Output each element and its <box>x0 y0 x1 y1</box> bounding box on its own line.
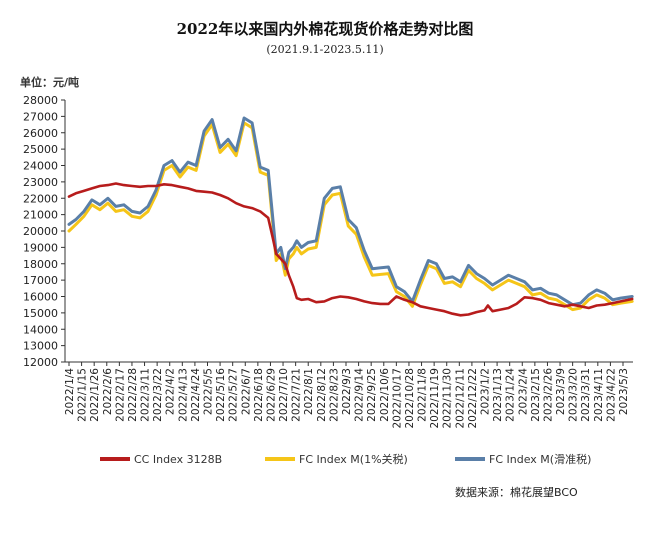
series-line-1 <box>67 121 634 312</box>
x-tick-label: 2023/3/31 <box>580 368 592 422</box>
plot-area: 12000 13000 14000 15000 16000 17000 18000 19000… <box>23 94 634 429</box>
x-tick-label: 2022/11/19 <box>429 368 441 429</box>
x-tick-label: 2022/7/21 <box>291 368 303 422</box>
chart-title: 2022年以来国内外棉花现货价格走势对比图 <box>177 20 474 38</box>
legend-label-2: FC Index M(滑准税) <box>489 452 591 466</box>
x-tick-label: 2023/5/3 <box>618 368 630 415</box>
x-tick-label: 2022/10/28 <box>404 368 416 429</box>
chart-legend: CC Index 3128B FC Index M(1%关税) FC Index M… <box>100 452 591 466</box>
y-tick-label: 22000 <box>23 192 58 205</box>
y-tick-label: 19000 <box>23 241 58 254</box>
y-tick-label: 24000 <box>23 160 58 173</box>
x-tick-label: 2023/4/22 <box>605 368 617 422</box>
y-tick-label: 27000 <box>23 110 58 123</box>
x-tick-label: 2022/1/4 <box>64 368 76 415</box>
series-line-0 <box>67 182 634 317</box>
x-tick-label: 2022/4/2 <box>165 368 177 415</box>
legend-label-1: FC Index M(1%关税) <box>299 452 408 466</box>
x-tick-label: 2022/2/17 <box>114 368 126 422</box>
y-tick-label: 21000 <box>23 209 58 222</box>
x-tick-label: 2023/1/2 <box>480 368 492 415</box>
y-tick-label: 13000 <box>23 340 58 353</box>
x-tick-label: 2023/1/24 <box>505 368 517 422</box>
x-tick-label: 2022/9/14 <box>354 368 366 422</box>
x-tick-label: 2022/1/26 <box>89 368 101 422</box>
y-tick-label: 25000 <box>23 143 58 156</box>
y-tick-label: 17000 <box>23 274 58 287</box>
x-tick-label: 2022/9/3 <box>341 368 353 415</box>
series-line-2 <box>67 116 634 307</box>
x-tick-label: 2022/7/10 <box>278 368 290 422</box>
x-tick-label: 2022/3/22 <box>152 368 164 422</box>
x-tick-label: 2023/2/4 <box>517 368 529 415</box>
x-tick-label: 2022/5/27 <box>228 368 240 422</box>
x-tick-label: 2022/5/5 <box>203 368 215 415</box>
chart-subtitle: (2021.9.1-2023.5.11) <box>266 43 383 56</box>
y-axis-unit-label: 单位：元/吨 <box>20 75 79 89</box>
y-tick-label: 26000 <box>23 127 58 140</box>
x-tick-label: 2023/4/11 <box>593 368 605 422</box>
x-tick-label: 2022/11/8 <box>417 368 429 422</box>
x-tick-label: 2022/4/13 <box>177 368 189 422</box>
x-tick-label: 2023/3/20 <box>568 368 580 422</box>
x-tick-label: 2022/2/6 <box>102 368 114 415</box>
x-tick-label: 2022/11/30 <box>442 368 454 429</box>
x-tick-label: 2022/2/28 <box>127 368 139 422</box>
x-tick-label: 2022/3/11 <box>140 368 152 422</box>
y-ticks: 12000 13000 14000 15000 16000 17000 18000 19000… <box>23 94 65 369</box>
x-tick-label: 2022/8/1 <box>303 368 315 415</box>
x-tick-label: 2022/12/11 <box>454 368 466 429</box>
x-tick-label: 2022/4/24 <box>190 368 202 422</box>
x-tick-label: 2022/5/16 <box>215 368 227 422</box>
x-tick-label: 2022/6/29 <box>265 368 277 422</box>
y-tick-label: 15000 <box>23 307 58 320</box>
x-tick-label: 2023/2/26 <box>542 368 554 422</box>
y-tick-label: 23000 <box>23 176 58 189</box>
x-tick-label: 2022/8/12 <box>316 368 328 422</box>
y-tick-label: 20000 <box>23 225 58 238</box>
legend-label-0: CC Index 3128B <box>134 453 222 466</box>
x-tick-label: 2022/10/6 <box>379 368 391 422</box>
data-source-note: 数据来源：棉花展望BCO <box>455 485 578 499</box>
x-tick-label: 2022/9/25 <box>366 368 378 422</box>
x-tick-label: 2022/6/18 <box>253 368 265 422</box>
x-tick-label: 2022/12/22 <box>467 368 479 429</box>
x-tick-label: 2022/8/23 <box>328 368 340 422</box>
x-tick-label: 2023/2/15 <box>530 368 542 422</box>
x-tick-label: 2023/3/9 <box>555 368 567 415</box>
y-tick-label: 18000 <box>23 258 58 271</box>
y-tick-label: 12000 <box>23 356 58 369</box>
series-lines <box>67 116 634 317</box>
x-tick-label: 2022/10/17 <box>391 368 403 429</box>
y-tick-label: 28000 <box>23 94 58 107</box>
y-tick-label: 16000 <box>23 291 58 304</box>
x-tick-label: 2023/1/13 <box>492 368 504 422</box>
x-tick-label: 2022/1/15 <box>77 368 89 422</box>
x-ticks: 2022/1/4 2022/1/15 2022/1/26 2022/2/6 2022/2… <box>64 362 630 429</box>
y-tick-label: 14000 <box>23 323 58 336</box>
x-tick-label: 2022/6/7 <box>240 368 252 415</box>
